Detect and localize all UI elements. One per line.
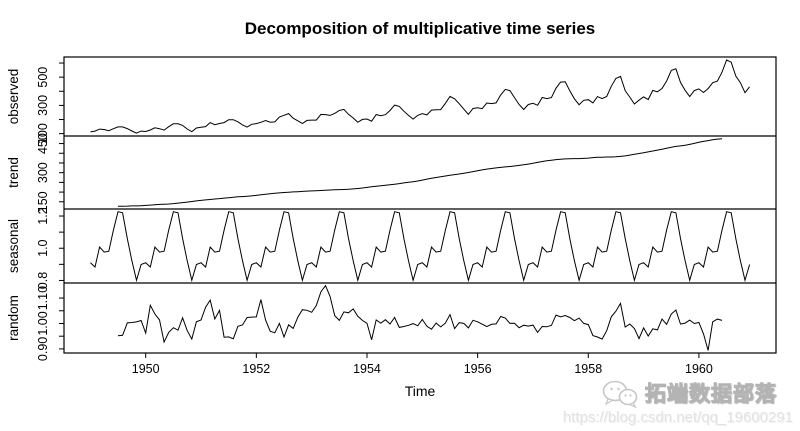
panel-label-trend: trend bbox=[6, 157, 21, 188]
y-tick-label-seasonal: 1.0 bbox=[36, 239, 50, 256]
x-tick-label: 1956 bbox=[464, 362, 492, 376]
x-tick-label: 1952 bbox=[242, 362, 270, 376]
series-line-random bbox=[117, 284, 723, 351]
y-tick-label-random: 1.00 bbox=[36, 311, 50, 335]
series-line-seasonal bbox=[90, 211, 751, 283]
x-tick-label: 1960 bbox=[685, 362, 713, 376]
x-tick-label: 1950 bbox=[132, 362, 160, 376]
y-tick-label-random: 1.10 bbox=[36, 286, 50, 310]
panel-label-observed: observed bbox=[6, 69, 21, 125]
panel-label-random: random bbox=[6, 295, 21, 341]
y-tick-label-observed: 100 bbox=[36, 123, 50, 144]
y-tick-label-trend: 150 bbox=[36, 191, 50, 212]
wechat-chat-bubbles-icon bbox=[602, 379, 638, 408]
y-tick-label-random: 0.90 bbox=[36, 337, 50, 361]
series-line-trend bbox=[117, 138, 723, 207]
x-axis-title: Time bbox=[404, 383, 436, 399]
watermark-brand-row: 拓端数据部落 bbox=[563, 378, 777, 408]
watermark-brand-text: 拓端数据部落 bbox=[645, 383, 777, 407]
series-line-observed bbox=[90, 59, 750, 134]
x-tick-label: 1954 bbox=[353, 362, 381, 376]
plot-border bbox=[63, 56, 777, 354]
chart-title: Decomposition of multiplicative time ser… bbox=[244, 19, 596, 38]
y-tick-label-observed: 500 bbox=[36, 67, 50, 88]
panel-label-seasonal: seasonal bbox=[6, 219, 21, 273]
x-tick-label: 1958 bbox=[574, 362, 602, 376]
y-tick-label-trend: 450 bbox=[36, 133, 50, 154]
watermark: 拓端数据部落 https://blog.csdn.net/qq_19600291 bbox=[563, 378, 793, 426]
watermark-url: https://blog.csdn.net/qq_19600291 bbox=[562, 409, 793, 426]
y-tick-label-seasonal: 0.8 bbox=[36, 272, 50, 289]
y-tick-label-seasonal: 1.2 bbox=[36, 207, 50, 224]
y-tick-label-trend: 300 bbox=[36, 162, 50, 183]
y-tick-label-observed: 300 bbox=[36, 95, 50, 116]
